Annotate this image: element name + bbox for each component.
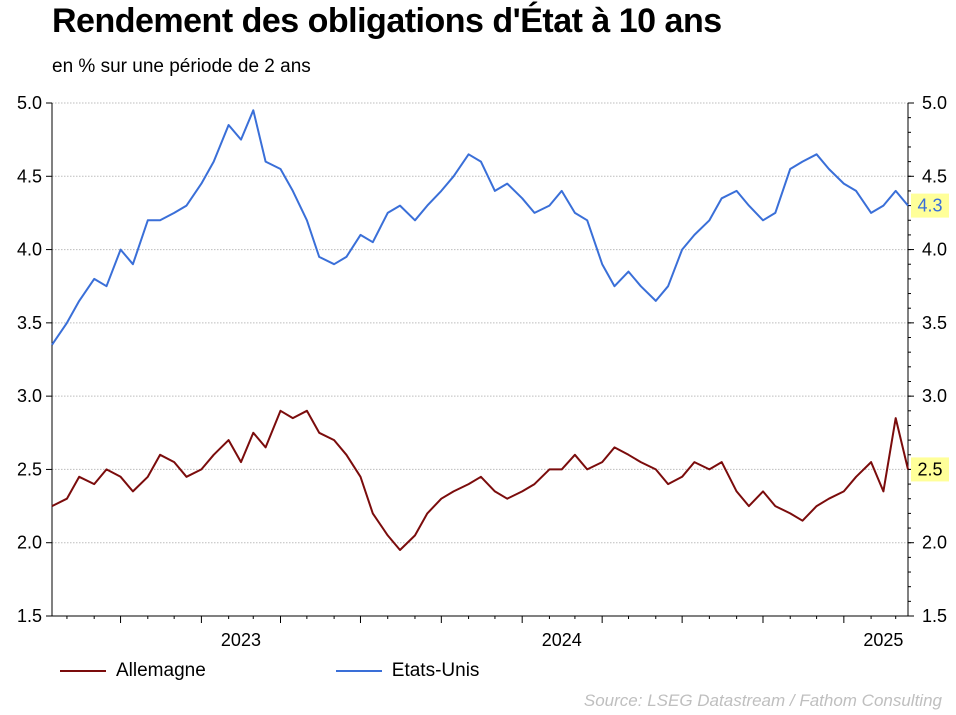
last-value-label: 2.5	[917, 459, 942, 479]
y-tick-label-right: 4.5	[922, 166, 947, 186]
y-tick-label-left: 3.5	[17, 313, 42, 333]
legend-swatch-etats-unis	[335, 670, 382, 672]
y-tick-label-left: 4.5	[17, 166, 42, 186]
legend-label-allemagne: Allemagne	[116, 660, 206, 681]
series-line-etats-unis	[51, 109, 909, 346]
x-tick-label: 2023	[221, 630, 261, 650]
last-value-badge	[911, 457, 949, 482]
x-tick-label: 2024	[542, 630, 582, 650]
chart-subtitle: en % sur une période de 2 ans	[52, 56, 311, 77]
y-tick-label-left: 5.0	[17, 93, 42, 113]
y-tick-label-right: 3.0	[922, 386, 947, 406]
y-tick-label-right: 1.5	[922, 606, 947, 626]
y-tick-label-right: 2.0	[922, 533, 947, 553]
y-tick-label-left: 3.0	[17, 386, 42, 406]
y-tick-label-left: 1.5	[17, 606, 42, 626]
last-value-badge	[911, 193, 949, 218]
y-tick-label-right: 5.0	[922, 93, 947, 113]
legend: Allemagne Etats-Unis	[60, 660, 609, 682]
chart-title: Rendement des obligations d'État à 10 an…	[52, 2, 722, 40]
last-value-label: 4.3	[917, 196, 942, 216]
source-note: Source: LSEG Datastream / Fathom Consult…	[583, 691, 942, 710]
y-tick-label-right: 4.0	[922, 240, 947, 260]
x-tick-label: 2025	[863, 630, 903, 650]
y-tick-label-left: 2.0	[17, 533, 42, 553]
y-tick-label-left: 2.5	[17, 459, 42, 479]
legend-item-allemagne: Allemagne	[60, 660, 206, 682]
legend-label-etats-unis: Etats-Unis	[391, 660, 480, 681]
legend-swatch-allemagne	[60, 670, 106, 672]
series-line-allemagne	[51, 409, 909, 551]
y-tick-label-left: 4.0	[17, 240, 42, 260]
legend-item-etats-unis: Etats-Unis	[335, 660, 480, 682]
y-tick-label-right: 3.5	[922, 313, 947, 333]
